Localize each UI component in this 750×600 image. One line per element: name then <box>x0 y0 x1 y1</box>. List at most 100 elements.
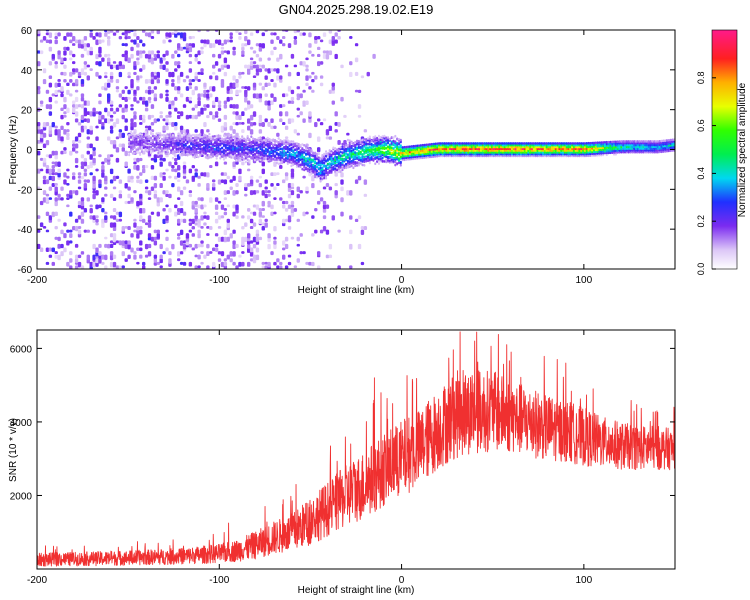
spectrogram-noise-cell <box>258 64 263 68</box>
spectrogram-ridge-cell <box>303 165 306 169</box>
spectrogram-noise-cell <box>139 68 143 72</box>
spectrogram-noise-cell <box>83 35 88 41</box>
spectrogram-noise-cell <box>165 93 169 97</box>
spectrogram-noise-cell <box>133 218 137 222</box>
spectrogram-noise-cell <box>182 240 187 244</box>
spectrogram-ridge-cell <box>394 134 397 138</box>
spectrogram-noise-cell <box>273 225 277 232</box>
spectrogram-noise-cell <box>249 218 254 224</box>
spectrogram-ridge-cell <box>253 143 257 147</box>
spectrogram-ridge-cell <box>323 157 326 161</box>
spectrogram-noise-cell <box>176 236 181 240</box>
spectrogram-noise-cell <box>246 104 251 110</box>
spectrogram-noise-cell <box>54 254 58 259</box>
spectrogram-noise-cell <box>139 254 143 259</box>
spectrogram-noise-cell <box>299 190 303 194</box>
spectrogram-ridge-cell <box>361 157 364 161</box>
spectrogram-noise-cell <box>264 75 268 80</box>
spectrogram-ridge-cell <box>184 138 187 142</box>
spectrogram-ridge-cell <box>204 151 207 155</box>
spectrogram-noise-cell <box>171 168 175 172</box>
spectrogram-ridge-cell <box>135 135 138 138</box>
spectrogram-ridge-cell <box>558 142 561 145</box>
spectrogram-ridge-cell <box>359 146 362 149</box>
spectrogram-noise-cell <box>136 43 140 48</box>
spectrogram-noise-cell <box>168 258 172 264</box>
y-tick-label: -20 <box>18 185 33 196</box>
spectrogram-ridge-cell <box>277 141 280 144</box>
spectrogram-noise-cell <box>121 132 125 138</box>
spectrogram-noise-cell <box>124 225 128 229</box>
spectrogram-ridge-cell <box>365 137 368 141</box>
spectrogram-noise-cell <box>147 96 152 101</box>
spectrogram-ridge-cell <box>129 130 133 134</box>
spectrogram-ridge-cell <box>379 142 382 145</box>
spectrogram-noise-cell <box>264 186 268 190</box>
spectrogram-noise-cell <box>156 50 160 54</box>
spectrogram-noise-cell <box>153 57 158 61</box>
spectrogram-ridge-cell <box>248 141 251 145</box>
spectrogram-ridge-cell <box>332 161 335 165</box>
spectrogram-ridge-cell <box>197 136 200 140</box>
spectrogram-ridge-cell <box>321 172 324 176</box>
spectrogram-noise-cell <box>174 122 178 127</box>
spectrogram-noise-cell <box>229 89 233 95</box>
spectrogram-ridge-cell <box>527 142 530 145</box>
spectrogram-ridge-cell <box>370 149 373 153</box>
spectrogram-ridge-cell <box>273 161 277 165</box>
spectrogram-ridge-cell <box>250 143 253 146</box>
spectrogram-noise-cell <box>206 104 210 108</box>
spectrogram-noise-cell <box>89 215 93 220</box>
spectrogram-ridge-cell <box>622 140 625 143</box>
spectrogram-noise-cell <box>66 182 70 186</box>
spectrogram-noise-cell <box>124 243 128 249</box>
spectrogram-ridge-cell <box>374 162 377 165</box>
spectrogram-noise-cell <box>182 218 187 224</box>
spectrogram-ridge-cell <box>383 146 386 149</box>
spectrogram-ridge-cell <box>166 136 169 140</box>
spectrogram-noise-cell <box>57 78 61 82</box>
spectrogram-ridge-cell <box>137 140 140 144</box>
spectrogram-ridge-cell <box>288 147 291 151</box>
spectrogram-ridge-cell <box>368 159 371 162</box>
spectrogram-noise-cell <box>311 182 315 189</box>
spectrogram-ridge-cell <box>365 157 368 161</box>
spectrogram-noise-cell <box>264 190 268 194</box>
spectrogram-ridge-cell <box>332 157 335 161</box>
spectrogram-noise-cell <box>80 125 85 131</box>
spectrogram-noise-cell <box>139 240 143 246</box>
spectrogram-noise-cell <box>80 78 85 85</box>
spectrogram-noise-cell <box>188 193 193 198</box>
spectrogram-noise-cell <box>281 222 286 227</box>
spectrogram-ridge-cell <box>150 136 153 140</box>
spectrogram-ridge-cell <box>139 133 142 136</box>
spectrogram-noise-cell <box>296 96 300 101</box>
spectrogram-noise-cell <box>71 53 76 58</box>
y-tick-label: 60 <box>21 26 33 37</box>
spectrogram-noise-cell <box>86 150 90 155</box>
spectrogram-ridge-cell <box>182 140 185 143</box>
spectrogram-noise-cell <box>308 118 312 123</box>
spectrogram-noise-cell <box>127 35 131 40</box>
spectrogram-noise-cell <box>191 165 195 169</box>
spectrogram-ridge-cell <box>582 142 585 145</box>
spectrogram-ridge-cell <box>297 157 300 161</box>
spectrogram-ridge-cell <box>292 143 295 146</box>
spectrogram-ridge-cell <box>396 153 399 157</box>
spectrogram-ridge-cell <box>443 142 446 145</box>
spectrogram-ridge-cell <box>268 140 271 144</box>
spectrogram-noise-cell <box>284 125 289 130</box>
spectrogram-ridge-cell <box>374 142 377 145</box>
spectrogram-ridge-cell <box>232 138 235 142</box>
spectrogram-noise-cell <box>296 71 300 77</box>
spectrogram-ridge-cell <box>259 136 262 139</box>
spectrogram-ridge-cell <box>186 135 189 138</box>
spectrogram-ridge-cell <box>346 147 349 151</box>
spectrogram-ridge-cell <box>202 139 205 143</box>
spectrogram-ridge-cell <box>162 143 165 147</box>
spectrogram-noise-cell <box>226 236 230 242</box>
spectrogram-noise-cell <box>63 78 67 83</box>
spectrogram-noise-cell <box>223 258 228 262</box>
spectrogram-noise-cell <box>98 100 102 105</box>
spectrogram-noise-cell <box>86 165 90 169</box>
